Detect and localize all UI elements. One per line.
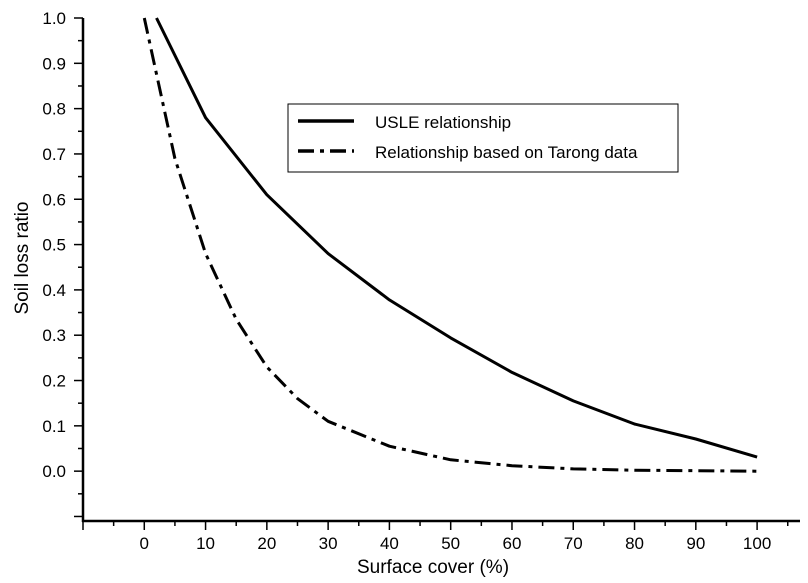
y-tick-label: 1.0 [42,9,66,28]
x-tick-label: 70 [564,534,583,553]
y-tick-label: 0.3 [42,326,66,345]
x-tick-label: 50 [441,534,460,553]
x-tick-label: 20 [257,534,276,553]
y-tick-label: 0.5 [42,236,66,255]
x-tick-label: 40 [380,534,399,553]
y-tick-label: 0.6 [42,190,66,209]
x-tick-label: 30 [319,534,338,553]
series-line-usle [155,17,758,459]
y-tick-label: 0.9 [42,54,66,73]
x-tick-label: 100 [743,534,771,553]
x-tick-label: 60 [503,534,522,553]
x-tick-label: 0 [140,534,149,553]
y-tick-label: 0.1 [42,417,66,436]
x-axis-title: Surface cover (%) [357,557,509,578]
x-tick-label: 90 [686,534,705,553]
y-tick-label: 0.2 [42,372,66,391]
series-line-tarong [142,17,758,473]
axes: 0 10 20 30 40 50 60 70 80 90 100 0.0 0.1 0.2 0.3 0.4 0.5… [42,9,800,553]
legend: USLE relationship Relationship based on … [287,103,679,173]
legend-label-tarong: Relationship based on Tarong data [375,143,638,162]
y-tick-label: 0.0 [42,462,66,481]
data-series [142,17,758,473]
y-axis-title: Soil loss ratio [12,202,33,315]
legend-box [287,103,679,173]
y-tick-label: 0.4 [42,281,66,300]
y-tick-label: 0.7 [42,145,66,164]
y-tick-label: 0.8 [42,100,66,119]
x-tick-label: 10 [196,534,215,553]
legend-label-usle: USLE relationship [375,113,511,132]
x-tick-label: 80 [625,534,644,553]
